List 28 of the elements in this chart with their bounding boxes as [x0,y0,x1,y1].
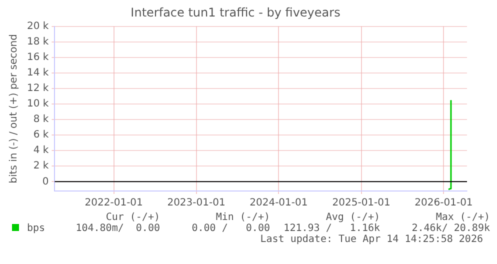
chart-title: Interface tun1 traffic - by fiveyears [130,5,340,20]
text: Max (-/+) [434,212,490,223]
y-axis-title: bits in (-) / out (+) per second [8,34,20,184]
x-tick-label: 2022-01-01 [84,198,143,209]
text: 2.46k/ 20.89k [410,223,490,234]
text: 0.00 / 0.00 [190,223,270,234]
y-tick-label: 16 k [26,52,49,64]
y-tick-label: 18 k [26,36,49,48]
x-tick-label: 2024-01-01 [250,198,308,209]
y-tick-label: 4 k [33,145,49,156]
text: Last update: Tue Apr 14 14:25:58 2026 [259,234,484,245]
text: Avg (-/+) [324,212,380,223]
text: Cur (-/+) [104,212,160,223]
y-tick-label: 12 k [26,83,49,94]
text: 104.80m/ 0.00 [74,223,160,234]
text: 121.93 / 1.16k [282,223,380,234]
y-tick-label: 6 k [33,130,49,141]
y-tick-label: 8 k [33,114,49,126]
y-tick-label: 2 k [33,160,49,172]
y-tick-label: 14 k [26,68,49,79]
legend-label: bps [26,223,46,234]
x-tick-label: 2023-01-01 [167,198,226,209]
x-tick-label: 2025-01-01 [332,198,390,209]
y-tick-label: 20 k [26,20,49,32]
y-tick-label: 0 [42,176,49,188]
y-tick-label: 10 k [26,98,49,110]
text: Min (-/+) [214,212,270,223]
x-tick-label: 2026-01-01 [414,198,473,209]
